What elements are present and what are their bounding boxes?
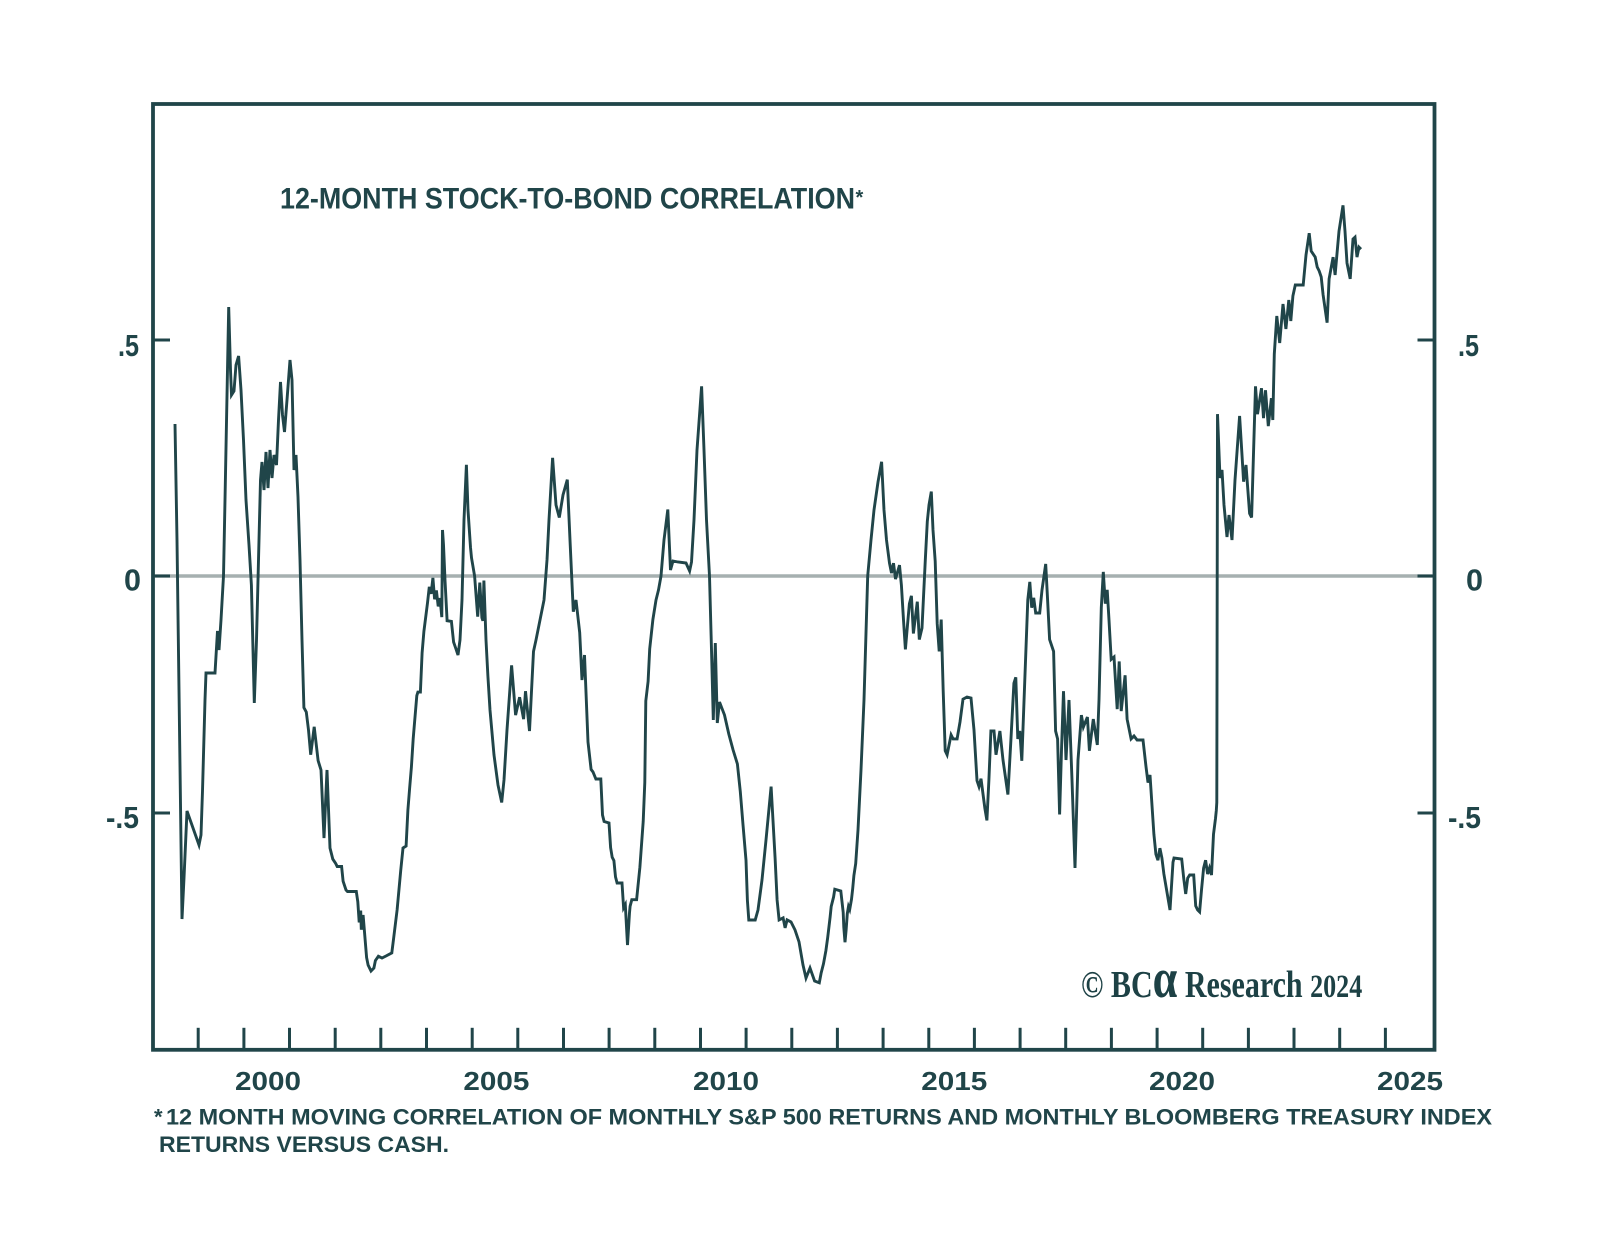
svg-text:0: 0: [1466, 563, 1483, 598]
svg-text:-.5: -.5: [1448, 800, 1481, 835]
svg-text:-.5: -.5: [106, 800, 139, 835]
svg-text:*: *: [154, 1105, 163, 1130]
svg-text:2020: 2020: [1149, 1066, 1215, 1096]
svg-text:2015: 2015: [921, 1066, 987, 1096]
svg-text:12 MONTH MOVING CORRELATION OF: 12 MONTH MOVING CORRELATION OF MONTHLY S…: [166, 1105, 1492, 1130]
svg-text:2010: 2010: [693, 1066, 759, 1096]
svg-text:2000: 2000: [235, 1066, 301, 1096]
svg-text:*: *: [856, 187, 864, 209]
svg-text:12-MONTH STOCK-TO-BOND CORRELA: 12-MONTH STOCK-TO-BOND CORRELATION: [280, 183, 855, 216]
svg-text:.5: .5: [1458, 328, 1479, 363]
svg-text:RETURNS VERSUS CASH.: RETURNS VERSUS CASH.: [159, 1132, 449, 1157]
svg-text:.5: .5: [118, 328, 139, 363]
svg-text:0: 0: [124, 563, 141, 598]
svg-text:2025: 2025: [1377, 1066, 1443, 1096]
svg-text:2005: 2005: [463, 1066, 529, 1096]
